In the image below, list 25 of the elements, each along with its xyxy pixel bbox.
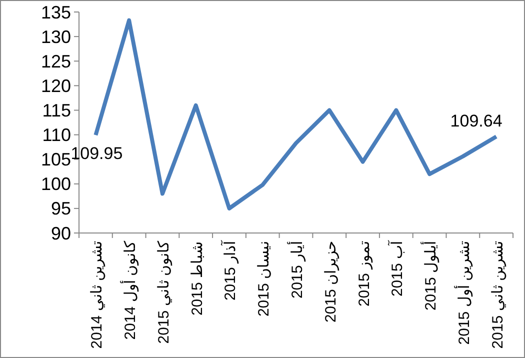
y-tick-label: 115 (42, 100, 71, 121)
x-tick-label: كانون ثاني 2015 (155, 240, 172, 344)
x-tick-label: آذار 2015 (221, 240, 240, 301)
y-tick-label: 90 (50, 223, 71, 244)
x-tick-label: حزيران 2015 (322, 241, 340, 323)
y-tick-label: 105 (40, 150, 71, 170)
x-tick-label: شباط 2015 (188, 241, 206, 316)
y-tick-label: 120 (40, 76, 71, 96)
x-tick-label: أيلول 2015 (420, 241, 440, 311)
y-tick-label: 100 (40, 174, 71, 194)
x-tick-label: نيسان 2015 (256, 241, 273, 317)
x-tick-label: أيار 2015 (287, 241, 306, 299)
y-tick-label: 130 (40, 26, 71, 47)
y-tick-label: 110 (42, 125, 71, 146)
x-tick-label: تشرين أول 2015 (454, 241, 473, 345)
x-tick-label: تموز 2015 (356, 241, 373, 307)
data-label: 109.95 (70, 144, 123, 164)
y-tick-label: 125 (40, 51, 71, 72)
x-tick-label: تشرين ثاني 2014 (88, 241, 106, 349)
y-tick-label: 95 (50, 198, 71, 219)
x-tick-label: تشرين ثاني 2015 (489, 241, 506, 349)
y-tick-label: 135 (40, 2, 71, 22)
x-tick-label: كانون أول 2014 (120, 240, 140, 340)
data-label: 109.64 (450, 112, 502, 131)
x-tick-label: آب 2015 (388, 240, 406, 297)
